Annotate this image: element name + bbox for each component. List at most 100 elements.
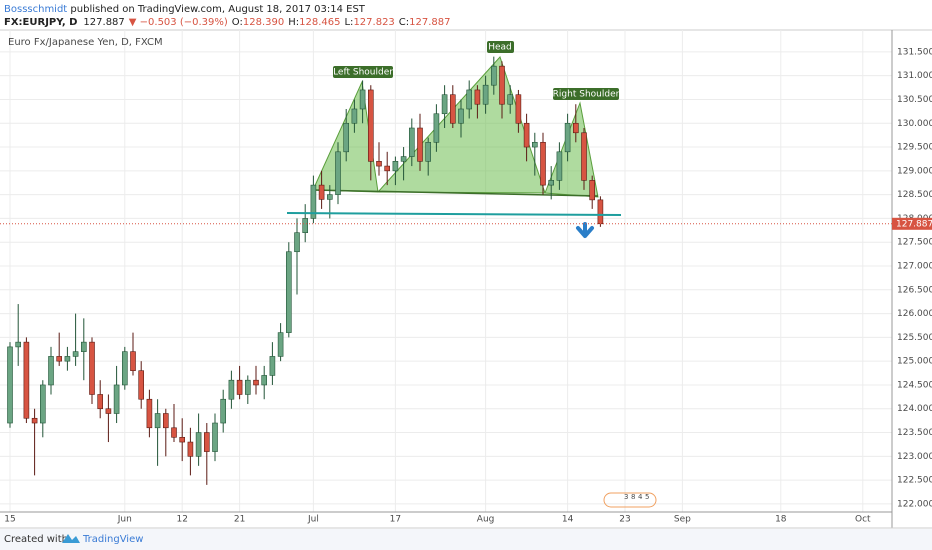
ohlc-label: O: — [232, 17, 243, 28]
candle-body — [343, 122, 350, 153]
candle-body — [490, 65, 497, 86]
symbol: FX:EURJPY, D — [4, 17, 77, 28]
candle-body — [97, 394, 103, 410]
candle-body — [89, 341, 95, 395]
candle-body — [458, 108, 464, 124]
y-tick-label: 129.000 — [897, 166, 932, 176]
x-tick-label: 12 — [176, 515, 187, 525]
x-tick-label: 23 — [619, 515, 630, 525]
candle-body — [351, 108, 358, 124]
y-tick-label: 126.500 — [897, 285, 932, 295]
event[interactable]: 3 — [624, 493, 628, 501]
x-tick-label: Sep — [674, 515, 691, 525]
x-tick-label: 14 — [562, 515, 574, 525]
candle-body — [64, 356, 71, 362]
candle-body — [392, 161, 399, 172]
x-tick-label: 17 — [390, 515, 401, 525]
candle-body — [212, 422, 218, 452]
footer-brand[interactable]: TradingView — [82, 534, 143, 545]
y-tick-label: 131.000 — [897, 71, 932, 81]
candle-body — [367, 89, 374, 162]
candle-body — [384, 165, 391, 172]
candle-body — [359, 89, 366, 110]
y-tick-label: 125.000 — [897, 357, 932, 367]
ohlc-value: 127.887 — [409, 17, 450, 28]
candle-body — [425, 141, 432, 162]
candle-body — [261, 375, 268, 386]
candle-body — [138, 370, 144, 400]
y-tick-label: 123.000 — [897, 452, 932, 462]
candle-body — [154, 413, 161, 429]
candle-body — [56, 356, 63, 362]
candle-body — [171, 427, 177, 438]
candle-body — [507, 94, 514, 105]
author[interactable]: Bossschmidt — [4, 4, 67, 15]
ohlc-value: 128.390 — [243, 17, 284, 28]
change: ▼ −0.503 (−0.39%) — [129, 17, 228, 28]
candle-body — [556, 151, 563, 181]
candle-body — [326, 194, 333, 200]
x-tick-label: 21 — [234, 515, 245, 525]
y-tick-label: 122.500 — [897, 476, 932, 486]
last-price-label: 127.887 — [896, 219, 932, 229]
ohlc-value: 128.465 — [299, 17, 340, 28]
candle-body — [294, 232, 300, 253]
candle-body — [417, 127, 423, 162]
candle-body — [482, 84, 489, 105]
candle-body — [589, 180, 596, 201]
x-tick-label: Jul — [307, 515, 319, 525]
down-arrow — [576, 222, 594, 238]
pattern-base — [312, 189, 599, 197]
candle-body — [531, 141, 538, 148]
candle-body — [81, 341, 87, 352]
chart-title: Euro Fx/Japanese Yen, D, FXCM — [8, 37, 163, 48]
candle-body — [581, 132, 587, 181]
candle-body — [236, 379, 243, 395]
ohlc-value: 127.823 — [353, 17, 394, 28]
x-tick-label: Jun — [117, 515, 132, 525]
events-badge[interactable] — [603, 492, 657, 508]
label-box — [553, 88, 619, 100]
candle-body — [433, 113, 440, 143]
candle-body — [548, 180, 555, 186]
last-price-box — [892, 217, 932, 230]
candle-body — [564, 122, 571, 153]
candle-body — [113, 384, 120, 414]
candle-body — [72, 351, 79, 357]
ohlc-label: C: — [399, 17, 409, 28]
y-tick-label: 124.500 — [897, 380, 932, 390]
annotation: Head — [488, 43, 512, 53]
candle-body — [572, 122, 579, 134]
y-tick-label: 126.000 — [897, 309, 932, 319]
y-tick-label: 127.000 — [897, 262, 932, 272]
candle-body — [253, 379, 259, 386]
symbol-line: FX:EURJPY, D 127.887 ▼ −0.503 (−0.39%) O:12… — [4, 17, 451, 28]
candle-body — [269, 356, 276, 376]
candle-body — [376, 161, 382, 167]
annotation: Left Shoulder — [333, 68, 393, 78]
candle-body — [335, 151, 341, 195]
label-box — [333, 66, 393, 78]
y-tick-label: 130.000 — [897, 119, 932, 129]
candle-body — [204, 432, 210, 452]
candle-body — [245, 379, 251, 395]
event[interactable]: 5 — [645, 493, 649, 501]
candle-body — [39, 384, 46, 424]
x-tick-label: 18 — [775, 515, 787, 525]
price: 127.887 — [83, 17, 124, 28]
candle-body — [122, 351, 128, 386]
y-tick-label: 129.500 — [897, 143, 932, 153]
candle-body — [441, 94, 448, 115]
candle-body — [23, 341, 30, 419]
candle-body — [195, 432, 202, 457]
candle-body — [277, 332, 284, 357]
ohlc-label: L: — [344, 17, 353, 28]
event[interactable]: 4 — [638, 493, 643, 501]
logo — [62, 534, 80, 543]
y-tick-label: 128.500 — [897, 190, 932, 200]
y-tick-label: 124.000 — [897, 404, 932, 414]
candle-body — [31, 417, 38, 424]
candle-body — [15, 341, 21, 348]
event[interactable]: 8 — [631, 493, 635, 501]
